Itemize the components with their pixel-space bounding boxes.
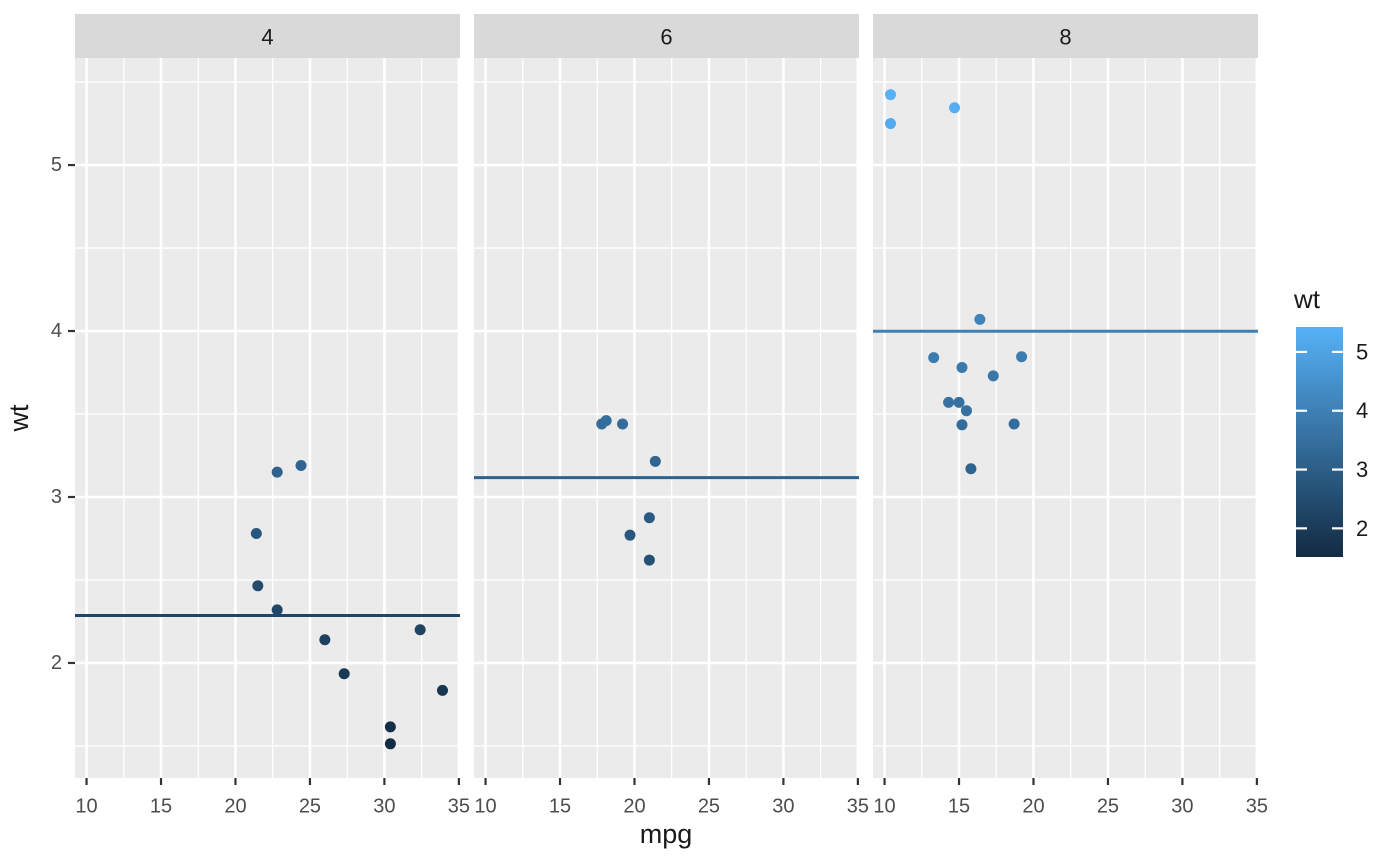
y-axis: 2 3 4 5 bbox=[51, 154, 75, 674]
data-point bbox=[885, 118, 896, 130]
data-point bbox=[965, 463, 977, 475]
x-tick-label: 10 bbox=[75, 796, 97, 818]
data-point bbox=[384, 721, 396, 733]
x-tick-label: 35 bbox=[1246, 796, 1268, 818]
facet-strip-label: 6 bbox=[660, 25, 672, 50]
minor-gridlines bbox=[474, 58, 859, 778]
y-tick-label: 3 bbox=[51, 486, 62, 508]
legend-colorbar: wt 5 4 3 2 bbox=[1293, 284, 1368, 557]
x-axis: 10 15 20 25 30 35 bbox=[474, 778, 869, 818]
x-tick-label: 15 bbox=[150, 796, 172, 818]
data-point bbox=[953, 396, 965, 408]
x-tick-label: 30 bbox=[373, 796, 395, 818]
facet-panel: 8 bbox=[873, 14, 1259, 778]
major-gridlines bbox=[474, 58, 860, 778]
data-point bbox=[624, 529, 636, 541]
legend-tick-label: 4 bbox=[1356, 398, 1368, 423]
data-point bbox=[250, 528, 262, 540]
panel-background bbox=[474, 58, 859, 778]
x-tick-label: 25 bbox=[698, 796, 720, 818]
data-point bbox=[956, 362, 968, 374]
legend-ticks: 5 4 3 2 bbox=[1296, 339, 1368, 541]
data-point bbox=[960, 405, 972, 417]
panel-background bbox=[75, 58, 460, 778]
x-axis: 10 15 20 25 30 35 bbox=[75, 778, 470, 818]
x-tick-label: 30 bbox=[1171, 796, 1193, 818]
y-tick-label: 4 bbox=[51, 320, 62, 342]
data-point bbox=[319, 634, 331, 646]
data-point bbox=[596, 418, 608, 430]
facet-panel: 6 bbox=[474, 14, 860, 778]
x-tick-label: 20 bbox=[1022, 796, 1044, 818]
data-point bbox=[252, 580, 264, 592]
x-tick-label: 10 bbox=[873, 796, 895, 818]
data-point bbox=[384, 738, 396, 750]
x-tick-label: 15 bbox=[549, 796, 571, 818]
y-tick-label: 2 bbox=[51, 652, 62, 674]
panel-background bbox=[873, 58, 1258, 778]
data-points bbox=[250, 459, 448, 750]
x-tick-label: 20 bbox=[224, 796, 246, 818]
data-point bbox=[295, 459, 307, 471]
data-point bbox=[943, 396, 955, 408]
data-point bbox=[1008, 418, 1020, 430]
x-axis-title: mpg bbox=[640, 819, 693, 849]
data-point bbox=[956, 419, 968, 431]
data-point bbox=[885, 89, 896, 101]
data-point bbox=[928, 352, 940, 364]
data-point bbox=[1016, 351, 1028, 363]
data-point bbox=[617, 418, 629, 430]
data-point bbox=[271, 604, 283, 616]
facet-strip-label: 4 bbox=[261, 25, 273, 50]
legend-tick-label: 2 bbox=[1356, 516, 1368, 541]
data-point bbox=[414, 624, 426, 636]
legend-title: wt bbox=[1293, 284, 1321, 314]
major-gridlines bbox=[75, 58, 461, 778]
x-tick-label: 15 bbox=[948, 796, 970, 818]
data-points bbox=[596, 415, 661, 566]
facet-strip bbox=[75, 14, 460, 58]
legend-gradient-bar bbox=[1296, 327, 1343, 557]
data-points bbox=[885, 89, 1028, 475]
data-point bbox=[643, 512, 655, 524]
data-point bbox=[649, 455, 661, 467]
facet-panels: 4 6 8 bbox=[75, 14, 1259, 778]
legend-tick-label: 5 bbox=[1356, 339, 1368, 364]
x-tick-label: 25 bbox=[299, 796, 321, 818]
data-point bbox=[437, 684, 448, 696]
y-tick-label: 5 bbox=[51, 154, 62, 176]
x-axis: 10 15 20 25 30 35 bbox=[873, 778, 1268, 818]
y-axis-title: wt bbox=[4, 404, 34, 432]
data-point bbox=[987, 370, 999, 382]
minor-gridlines bbox=[75, 58, 460, 778]
data-point bbox=[338, 668, 350, 680]
facet-strip-label: 8 bbox=[1059, 25, 1071, 50]
x-tick-label: 20 bbox=[623, 796, 645, 818]
facet-strip bbox=[873, 14, 1258, 58]
facet-panel: 4 bbox=[75, 14, 461, 778]
x-tick-label: 10 bbox=[474, 796, 496, 818]
data-point bbox=[949, 102, 961, 114]
x-tick-label: 25 bbox=[1097, 796, 1119, 818]
data-point bbox=[974, 313, 986, 325]
x-tick-label: 35 bbox=[448, 796, 470, 818]
facet-strip bbox=[474, 14, 859, 58]
x-tick-label: 35 bbox=[847, 796, 869, 818]
data-point bbox=[643, 554, 655, 566]
minor-gridlines bbox=[873, 58, 1258, 778]
data-point bbox=[271, 466, 283, 478]
legend-tick-label: 3 bbox=[1356, 457, 1368, 482]
x-tick-label: 30 bbox=[772, 796, 794, 818]
